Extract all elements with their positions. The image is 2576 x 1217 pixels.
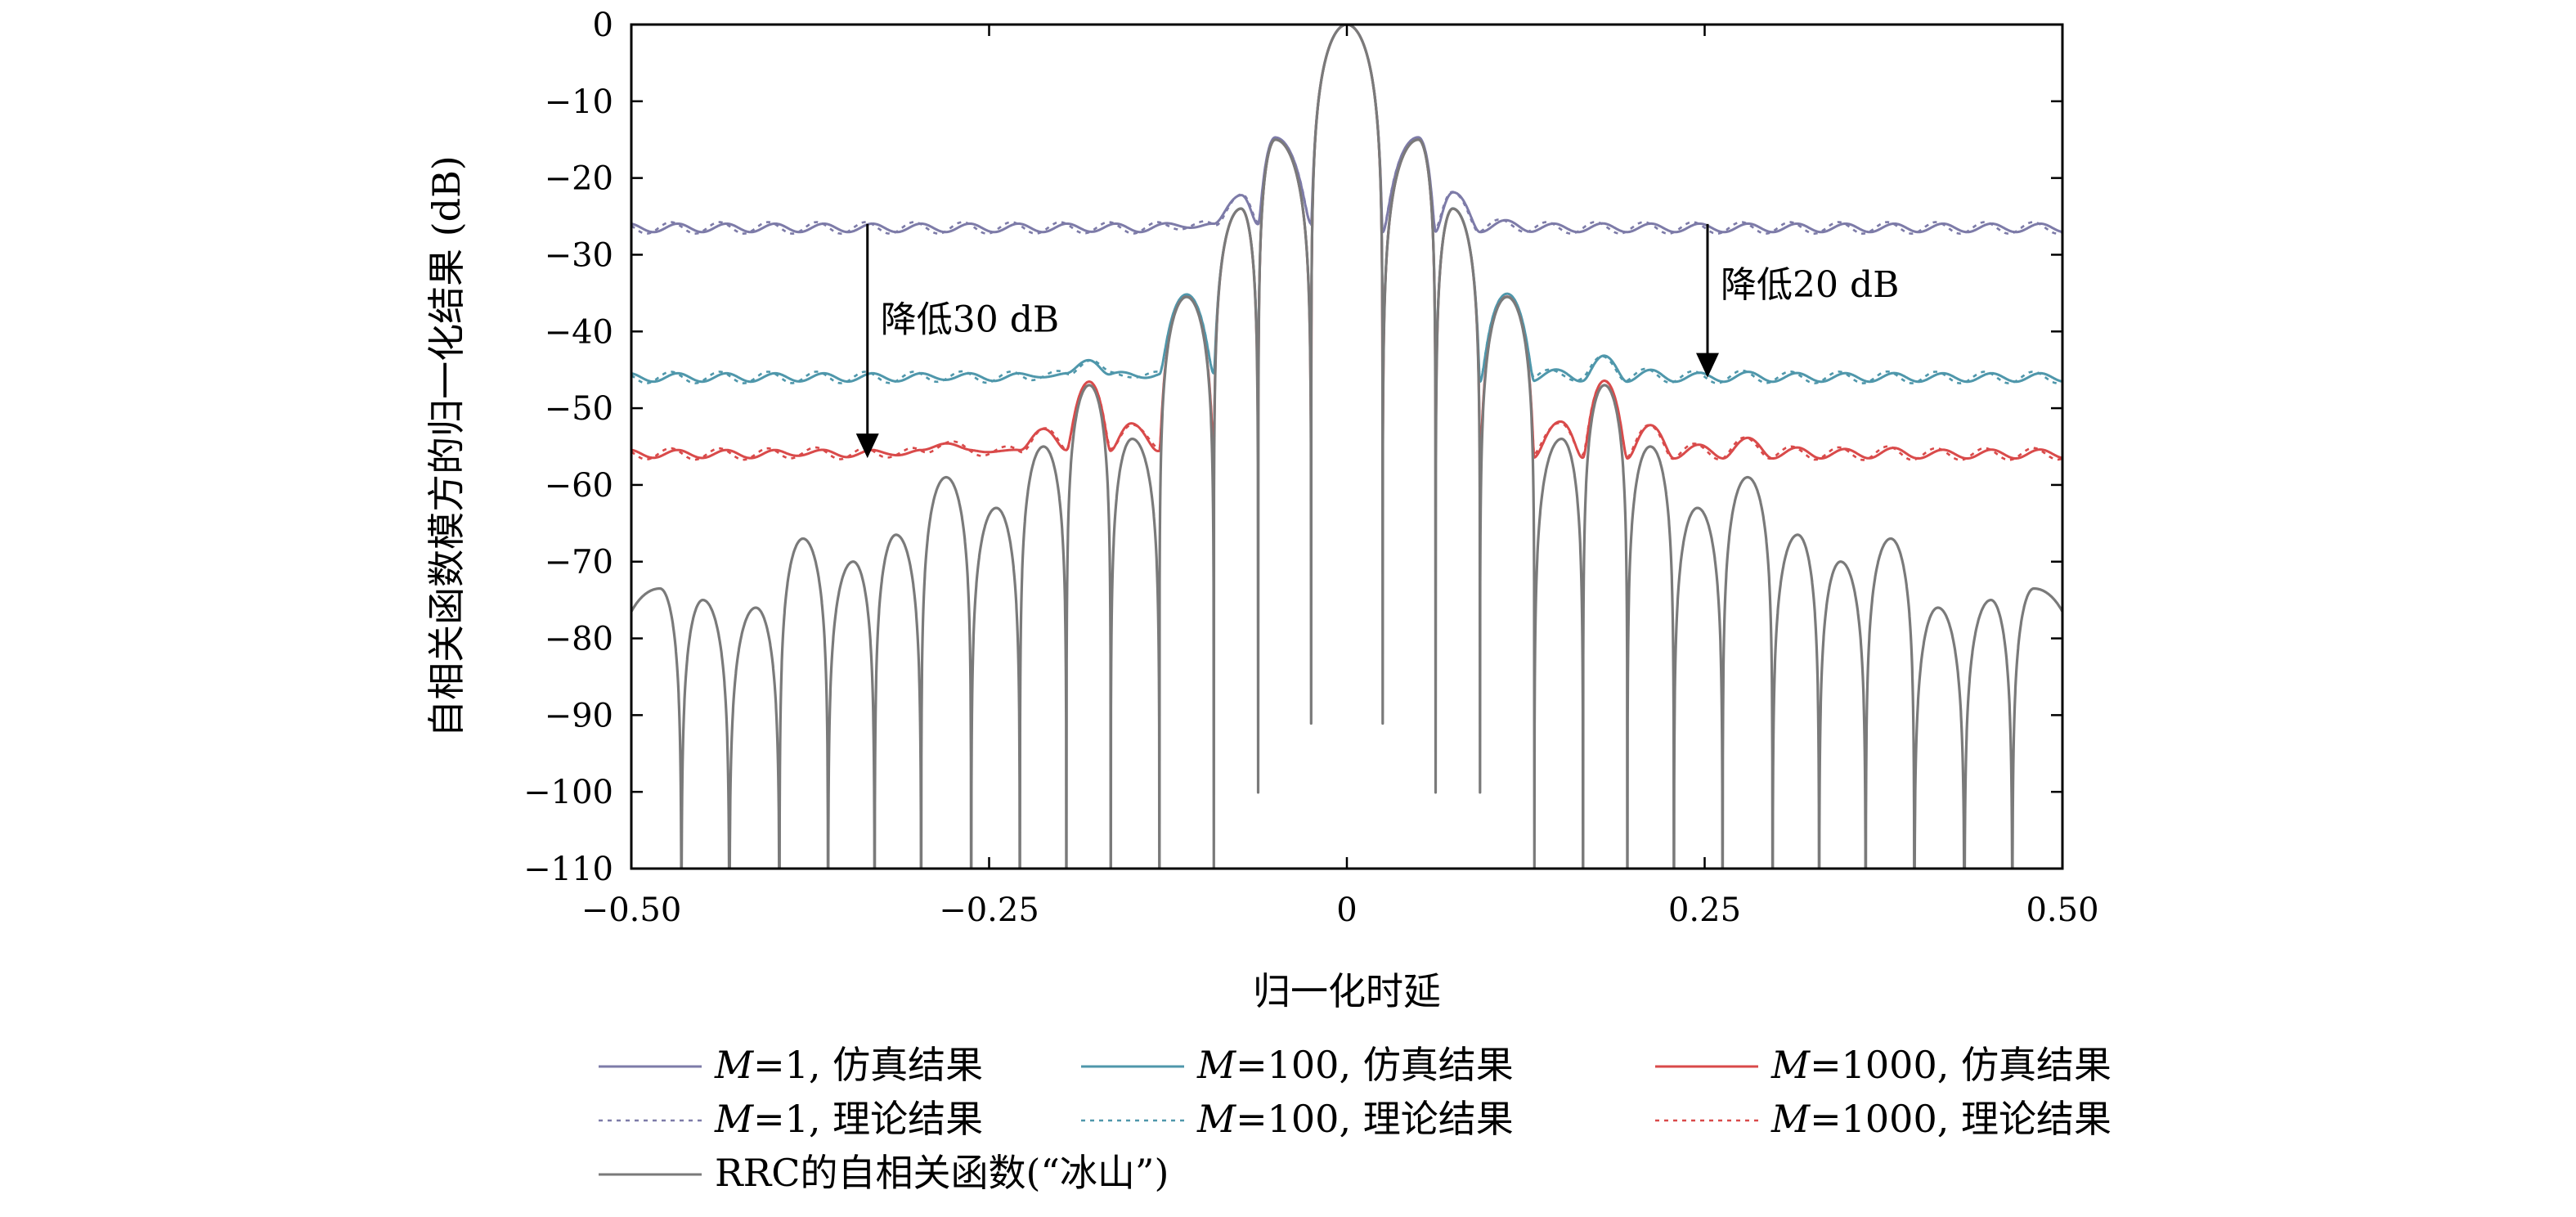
y-tick-label: −100 [523, 774, 613, 811]
x-axis-label: 归一化时延 [1253, 969, 1441, 1013]
axis-ticks: −0.50 −0.25 0 0.25 0.50 0 −10 −20 −30 −40 −50 −60 −7… [523, 7, 2098, 929]
y-tick-label: −60 [545, 467, 613, 505]
annotations: 降低30 dB 降低20 dB [855, 223, 1899, 459]
series-line-1 [631, 25, 2062, 384]
series-line-rrc [631, 25, 2062, 869]
y-tick-label: −10 [545, 83, 613, 121]
x-tick-label: 0.50 [2026, 891, 2098, 929]
x-tick-label: 0 [1336, 891, 1357, 929]
y-tick-label: −50 [545, 390, 613, 428]
x-tick-label: −0.50 [581, 891, 682, 929]
y-tick-label: −30 [545, 236, 613, 274]
legend-label: M=100, 仿真结果 [1196, 1043, 1514, 1087]
legend-label: M=1000, 仿真结果 [1770, 1043, 2112, 1087]
annotation-label: 降低20 dB [1721, 264, 1899, 306]
x-tick-label: 0.25 [1668, 891, 1741, 929]
y-axis-label: 自相关函数模方的归一化结果 (dB) [424, 155, 469, 738]
series-line-2 [631, 25, 2062, 460]
y-tick-label: −20 [545, 160, 613, 198]
series-line-4 [631, 25, 2062, 384]
y-tick-label: 0 [593, 7, 613, 44]
y-tick-label: −80 [545, 621, 613, 658]
annotation-label: 降低30 dB [881, 299, 1059, 340]
annotation-arrow-head [855, 433, 879, 459]
series-line-5 [631, 25, 2062, 461]
plot-frame [630, 23, 2064, 870]
y-tick-label: −90 [545, 697, 613, 734]
legend-label: M=1, 仿真结果 [714, 1043, 983, 1087]
plot-curves [631, 25, 2062, 869]
legend-label: M=100, 理论结果 [1196, 1097, 1514, 1141]
y-tick-label: −110 [523, 851, 613, 888]
annotation-arrow-head [1696, 353, 1719, 378]
series-line-0 [631, 25, 2062, 234]
series-line-3 [631, 25, 2062, 235]
legend-label: M=1000, 理论结果 [1770, 1097, 2112, 1141]
legend-label: RRC的自相关函数(“冰山”) [715, 1151, 1169, 1195]
y-tick-label: −70 [545, 544, 613, 582]
y-tick-label: −40 [545, 313, 613, 351]
legend-label: M=1, 理论结果 [714, 1097, 983, 1141]
legend: M=1, 仿真结果 M=100, 仿真结果 M=1000, 仿真结果 M=1, 理论结… [599, 1043, 2112, 1195]
x-tick-label: −0.25 [939, 891, 1039, 929]
